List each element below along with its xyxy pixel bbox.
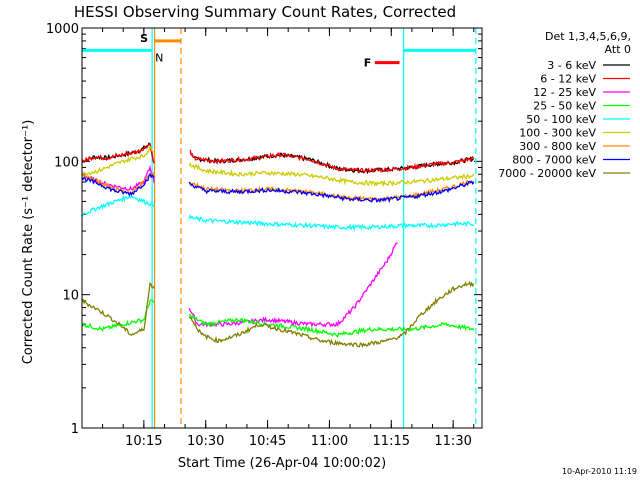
plot-frame [81, 27, 483, 429]
series-line-3 [189, 313, 475, 338]
legend-header-line1: Det 1,3,4,5,6,9, [545, 30, 631, 43]
legend-label: 3 - 6 keV [547, 59, 596, 72]
series-line-8 [81, 281, 155, 337]
legend-label: 300 - 800 keV [519, 140, 596, 153]
series-line-7 [81, 172, 155, 197]
series-line-4 [188, 213, 474, 232]
legend-label: 50 - 100 keV [526, 113, 596, 126]
series-line-2 [188, 242, 398, 328]
series-line-5 [188, 162, 475, 188]
x-tick-label: 10:30 [187, 434, 224, 449]
x-axis-label: Start Time (26-Apr-04 10:00:02) [178, 456, 386, 471]
flare-label: F [364, 57, 372, 70]
series-line-7 [188, 180, 475, 204]
y-tick-label: 1 [71, 422, 79, 437]
legend-label: 100 - 300 keV [519, 127, 596, 140]
series-line-3 [81, 298, 155, 332]
x-tick-label: 10:45 [249, 434, 286, 449]
timestamp: 10-Apr-2010 11:19 [562, 467, 637, 476]
x-tick-label: 11:30 [434, 434, 471, 449]
x-tick-label: 11:00 [311, 434, 348, 449]
series-line-1 [189, 149, 475, 174]
x-tick-label: 11:15 [373, 434, 410, 449]
series-layer [81, 142, 475, 349]
series-line-6 [189, 179, 475, 202]
chart-title: HESSI Observing Summary Count Rates, Cor… [74, 3, 456, 21]
x-tick-label: 10:15 [125, 434, 162, 449]
series-line-5 [81, 145, 155, 177]
y-tick-label: 100 [54, 155, 79, 170]
series-line-1 [81, 142, 155, 164]
y-tick-label: 1000 [46, 22, 79, 37]
series-line-8 [188, 280, 475, 349]
y-axis-label: Corrected Count Rate (s⁻¹ detector⁻¹) [21, 120, 36, 365]
guide-layer: SN F [82, 28, 477, 428]
legend-header-line2: Att 0 [605, 43, 631, 56]
y-tick-label: 10 [62, 289, 79, 304]
legend-label: 25 - 50 keV [533, 100, 596, 113]
series-line-4 [81, 193, 155, 217]
legend-label: 6 - 12 keV [540, 73, 596, 86]
axis-layer: 1 10 100 1000 10:15 10:30 10:45 11:00 11:15 11:30 [46, 22, 482, 449]
legend-label: 800 - 7000 keV [512, 154, 596, 167]
legend-label: 7000 - 20000 keV [498, 167, 596, 180]
legend-label: 12 - 25 keV [533, 86, 596, 99]
saa-label: S [140, 32, 148, 45]
night-label: N [155, 51, 163, 64]
